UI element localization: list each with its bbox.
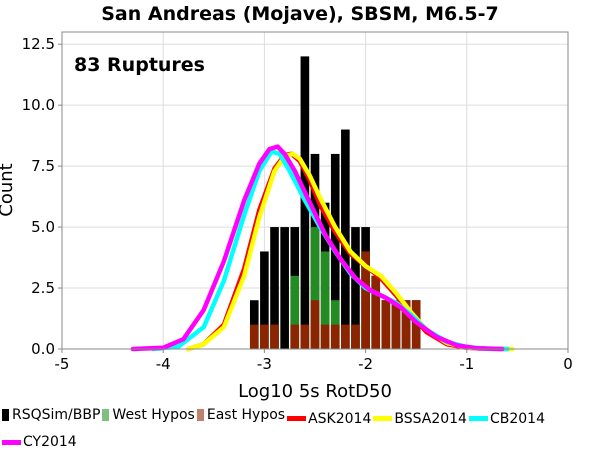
east-hypos-bar [270,324,279,349]
legend-item-cy2014: CY2014 [2,431,77,453]
y-tick-label: 10.0 [22,96,55,114]
legend-swatch [2,409,9,421]
legend-swatch [468,416,488,421]
x-tick-label: -3 [257,355,272,373]
x-axis-label: Log10 5s RotD50 [238,381,392,402]
y-tick-label: 0.0 [31,340,55,358]
legend-label: CB2014 [489,410,545,427]
legend-item-east-hypos: East Hypos [196,404,286,426]
legend-label: BSSA2014 [394,410,467,427]
legend-swatch [373,416,393,421]
legend-label: East Hypos [206,407,286,423]
legend-swatch [196,409,204,421]
histogram-chart: San Andreas (Mojave), SBSM, M6.5-7 -5 -4-… [0,3,573,402]
rsqsim-bar [280,227,289,349]
legend-label: West Hypos [112,407,195,423]
rsqsim-bar [351,227,360,349]
east-hypos-bar [290,324,300,349]
east-hypos-bar [401,300,411,349]
x-tick-label: -1 [459,355,474,373]
east-hypos-bar [330,324,340,349]
legend-item-rsqsim-bbp: RSQSim/BBP [2,404,100,426]
legend-swatch [102,409,110,421]
east-hypos-bar [391,300,401,349]
legend-swatch [2,439,21,445]
east-hypos-bar [371,275,381,349]
east-hypos-bar [260,324,269,349]
east-hypos-bar [341,324,350,349]
x-axis-ticks: -5 -4 -3 -2 -1 0 [55,349,573,373]
x-tick-label: -5 [55,355,70,373]
east-hypos-bar [310,300,320,349]
east-hypos-bar [300,324,310,349]
plot-frame [61,31,569,350]
y-tick-label: 12.5 [22,35,55,53]
chart-title: San Andreas (Mojave), SBSM, M6.5-7 [101,3,499,25]
west-hypos-bar [290,275,300,349]
y-tick-label: 5.0 [31,218,55,236]
east-hypos-bar [320,324,330,349]
rsqsim-bar [270,227,279,349]
west-hypos-bar [320,251,330,349]
chart-legend: RSQSim/BBP West Hypos East Hypos ASK2014 BSS… [2,404,598,453]
legend-label: RSQSim/BBP [12,407,101,423]
legend-item-ask2014: ASK2014 [287,408,371,430]
cy2014-curve [130,144,505,352]
x-tick-label: 0 [563,355,573,373]
x-tick-label: -2 [358,355,373,373]
y-tick-label: 7.5 [31,157,55,175]
y-axis-ticks: 0.0 2.5 5.0 7.5 10.0 12.5 [22,35,62,358]
east-hypos-bar [249,324,259,349]
legend-label: CY2014 [23,434,77,450]
rsqsim-bar [260,251,269,349]
x-tick-label: -4 [156,355,171,373]
legend-item-bssa2014: BSSA2014 [373,408,467,430]
gmpe-curves [130,144,515,352]
rupture-count-annotation: 83 Ruptures [74,54,205,76]
east-hypos-bar [361,251,370,349]
y-axis-label: Count [0,163,17,216]
legend-item-cb2014: CB2014 [468,408,545,430]
legend-label: ASK2014 [308,410,372,427]
legend-item-west-hypos: West Hypos [102,404,195,426]
west-hypos-bar [310,227,320,349]
y-tick-label: 2.5 [31,279,55,297]
legend-swatch [287,416,307,421]
east-hypos-bar [351,324,360,349]
east-hypos-bar [381,300,391,349]
